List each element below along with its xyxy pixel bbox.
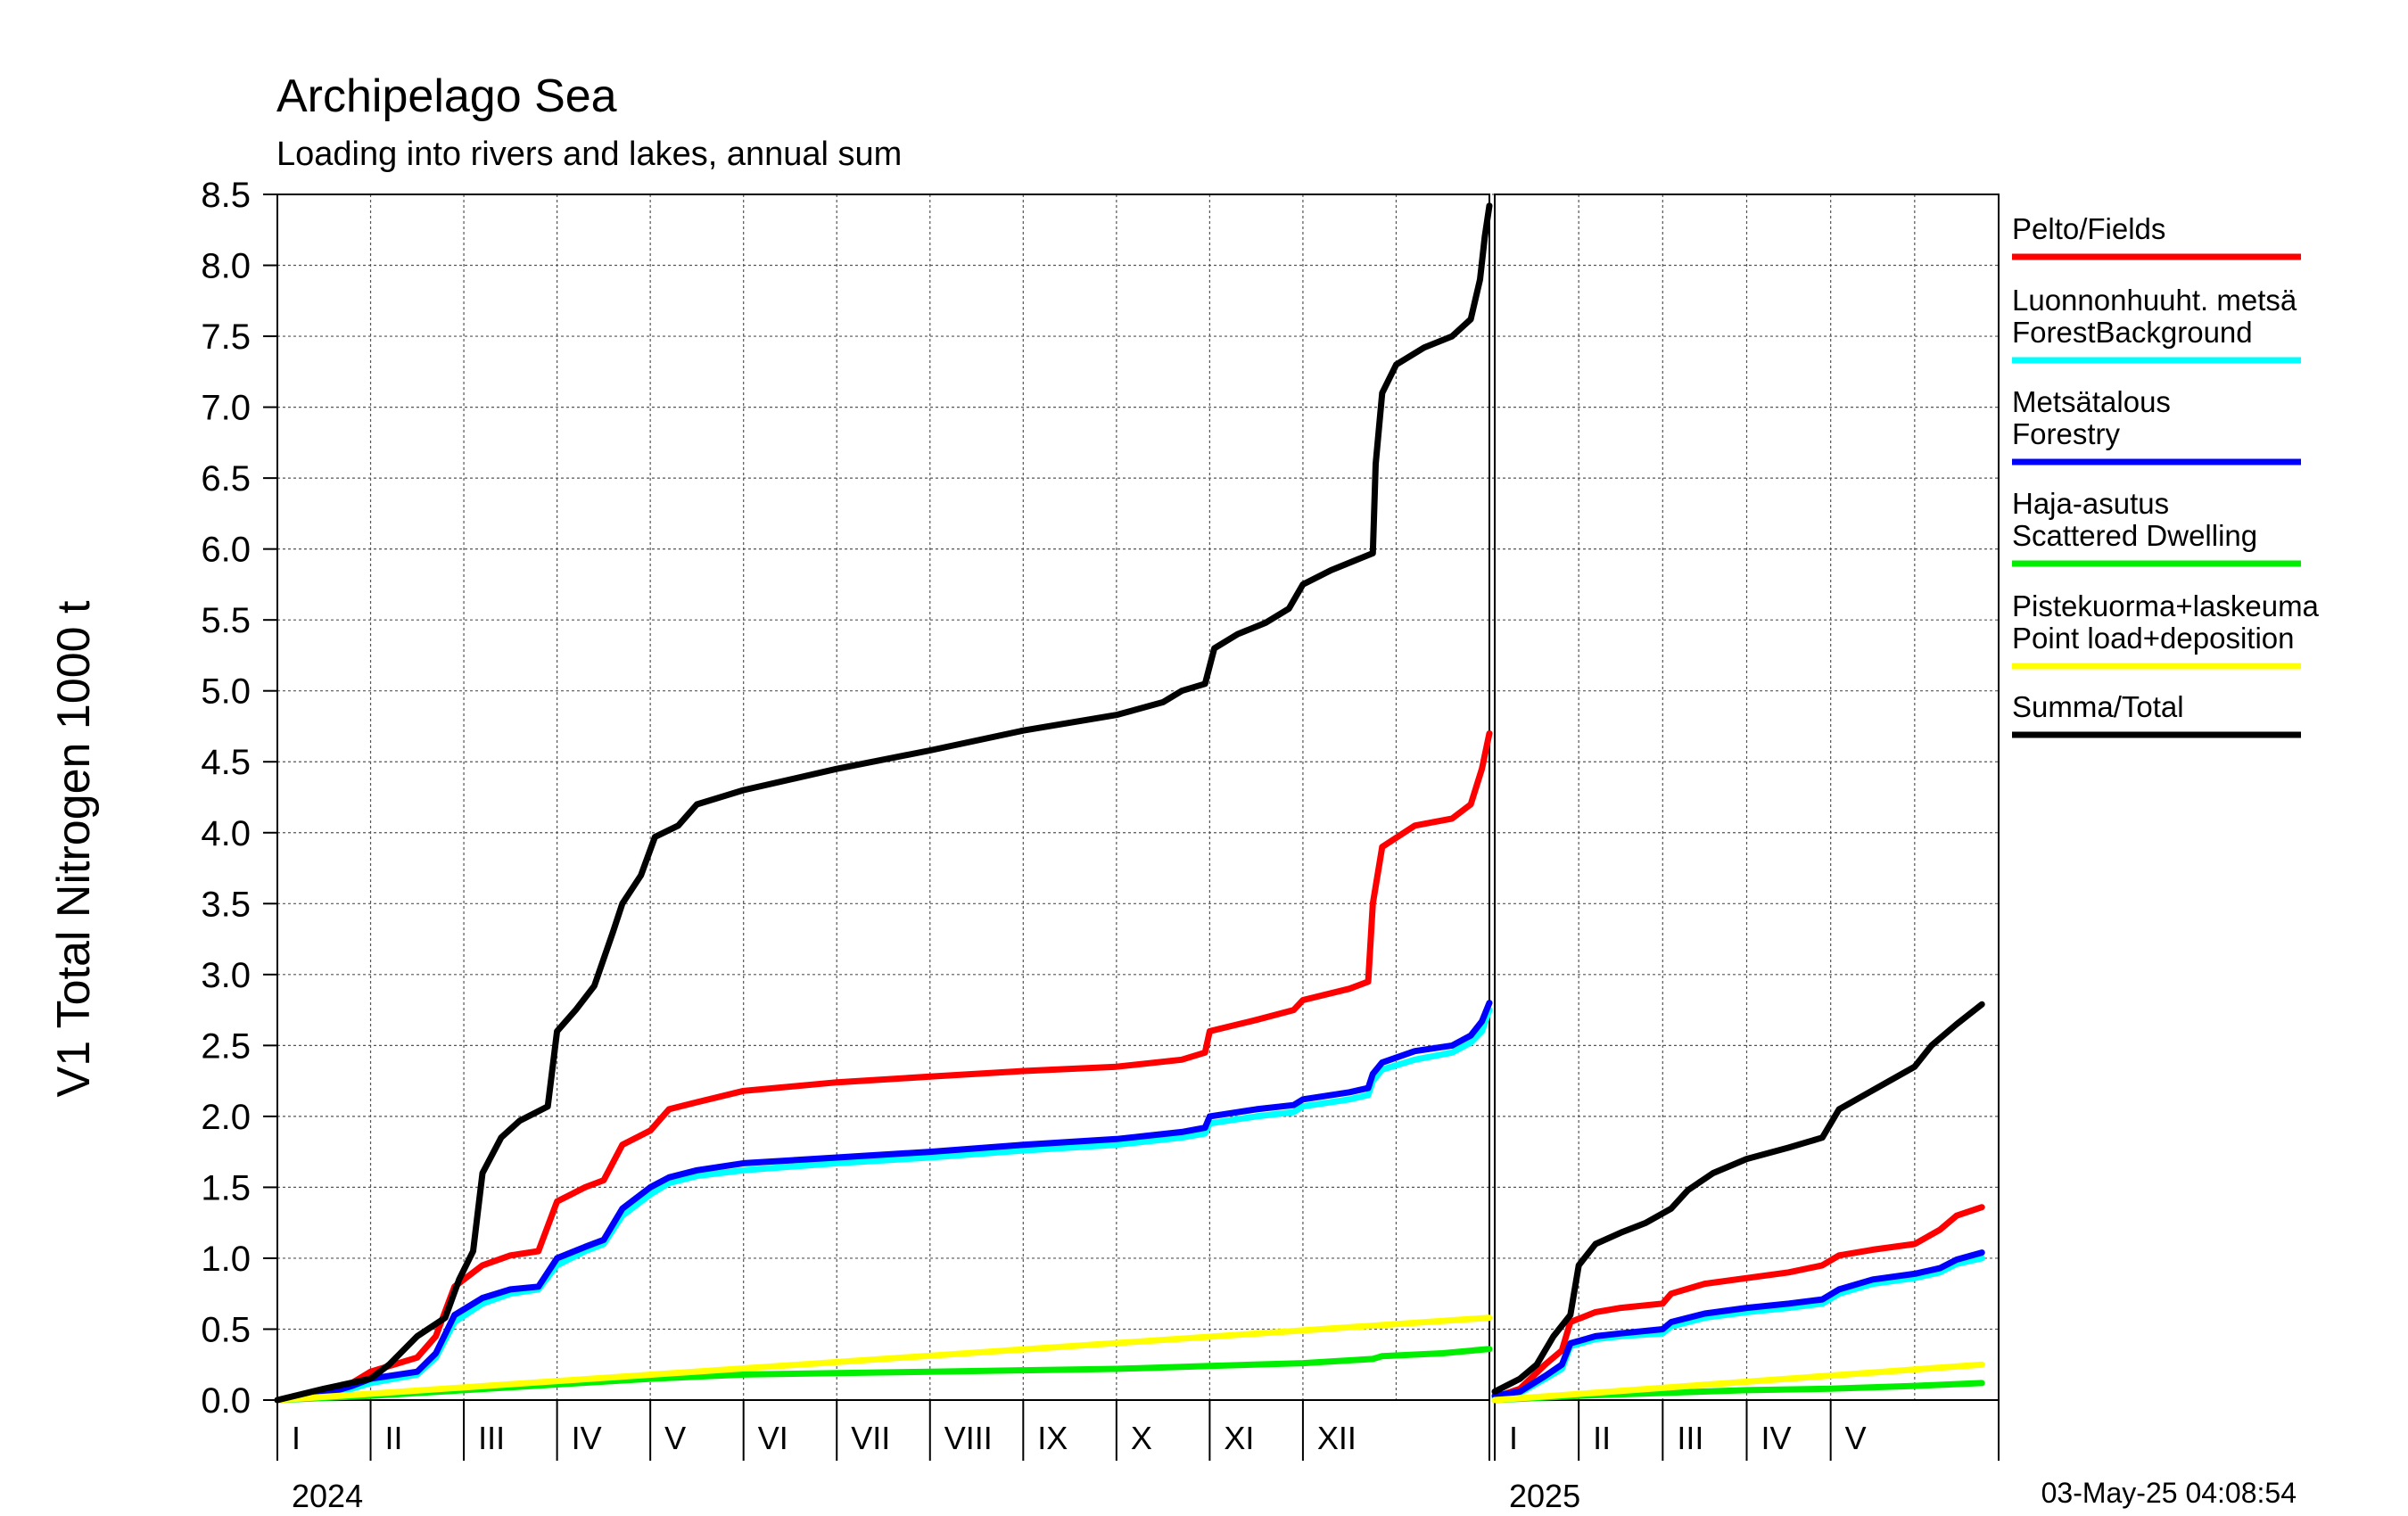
x-tick-label-2024: VIII	[944, 1420, 993, 1456]
series-line-2024	[274, 1000, 1493, 1404]
legend-label: Haja-asutus	[2012, 487, 2169, 520]
y-tick-label: 8.5	[201, 176, 251, 215]
legend-label: Luonnonhuuht. metsä	[2012, 284, 2297, 317]
y-tick-label: 3.0	[201, 956, 251, 995]
x-tick-label-2024: VII	[851, 1420, 890, 1456]
y-tick-label: 5.0	[201, 672, 251, 712]
series-line-2024	[274, 729, 1493, 1404]
x-tick-label-2025: I	[1509, 1420, 1518, 1456]
x-tick-label-2024: V	[664, 1420, 686, 1456]
chart-title: Archipelago Sea	[276, 70, 617, 122]
legend-label: Summa/Total	[2012, 690, 2184, 723]
panel-2025-frame	[1494, 194, 2000, 1401]
y-tick-label: 1.5	[201, 1168, 251, 1207]
legend-label: Scattered Dwelling	[2012, 519, 2257, 552]
legend-label: Pelto/Fields	[2012, 212, 2165, 245]
x-tick-label-2025: IV	[1761, 1420, 1792, 1456]
x-tick-label-2024: X	[1131, 1420, 1152, 1456]
y-axis-label: V1 Total Nitrogen 1000 t	[48, 600, 100, 1098]
series-line-2025	[1491, 1204, 1985, 1401]
series-line-2025	[1491, 1255, 1985, 1401]
x-tick-label-2024: XI	[1224, 1420, 1254, 1456]
y-tick-label: 5.5	[201, 601, 251, 640]
x-tick-label-2024: II	[385, 1420, 403, 1456]
x-tick-label-2024: IX	[1037, 1420, 1068, 1456]
y-tick-label: 6.0	[201, 531, 251, 570]
x-tick-label-2024: IV	[572, 1420, 602, 1456]
series-line-2025	[1491, 1249, 1985, 1399]
legend-label: Metsätalous	[2012, 385, 2171, 418]
legend-label: ForestBackground	[2012, 316, 2253, 349]
y-tick-label: 7.0	[201, 389, 251, 428]
legend-label: Pistekuorma+laskeuma	[2012, 589, 2320, 622]
x-tick-label-2025: III	[1677, 1420, 1703, 1456]
x-tick-label-2024: I	[292, 1420, 301, 1456]
series-line-2025	[1491, 1001, 1985, 1395]
grid-lines	[277, 194, 1999, 1401]
year-label-2025: 2025	[1509, 1478, 1580, 1514]
series-line-2024	[274, 1007, 1493, 1404]
axes: 0.0 0.5 1.0 1.5 2.0 2.5 3.0 3.5 4.0 4.5 5.0 5.5 6.0 6…	[201, 176, 2000, 1514]
y-tick-label: 0.0	[201, 1381, 251, 1421]
timestamp: 03-May-25 04:08:54	[2041, 1477, 2297, 1509]
x-tick-label-2024: VI	[758, 1420, 788, 1456]
x-tick-label-2025: II	[1593, 1420, 1611, 1456]
series-line-2024	[274, 202, 1493, 1404]
chart-subtitle: Loading into rivers and lakes, annual su…	[276, 136, 902, 173]
y-tick-label: 7.5	[201, 317, 251, 357]
y-tick-label: 4.5	[201, 743, 251, 782]
series-lines	[274, 202, 1985, 1404]
year-label-2024: 2024	[292, 1478, 363, 1514]
x-tick-label-2025: V	[1845, 1420, 1867, 1456]
y-tick-label: 8.0	[201, 247, 251, 286]
y-tick-label: 3.5	[201, 885, 251, 924]
y-tick-label: 4.0	[201, 814, 251, 853]
legend-label: Point load+deposition	[2012, 622, 2295, 655]
series-line-2025	[1491, 1361, 1985, 1404]
y-tick-label: 0.5	[201, 1310, 251, 1349]
series-line-2024	[274, 1314, 1493, 1404]
x-tick-label-2024: XII	[1317, 1420, 1357, 1456]
y-tick-label: 1.0	[201, 1240, 251, 1279]
y-tick-label: 2.0	[201, 1098, 251, 1137]
y-tick-label: 6.5	[201, 459, 251, 498]
legend-label: Forestry	[2012, 417, 2121, 450]
y-tick-label: 2.5	[201, 1026, 251, 1066]
legend: Pelto/Fields Luonnonhuuht. metsäForestBac…	[2012, 212, 2320, 738]
x-tick-label-2024: III	[478, 1420, 505, 1456]
panel-2024-frame	[276, 194, 1490, 1401]
